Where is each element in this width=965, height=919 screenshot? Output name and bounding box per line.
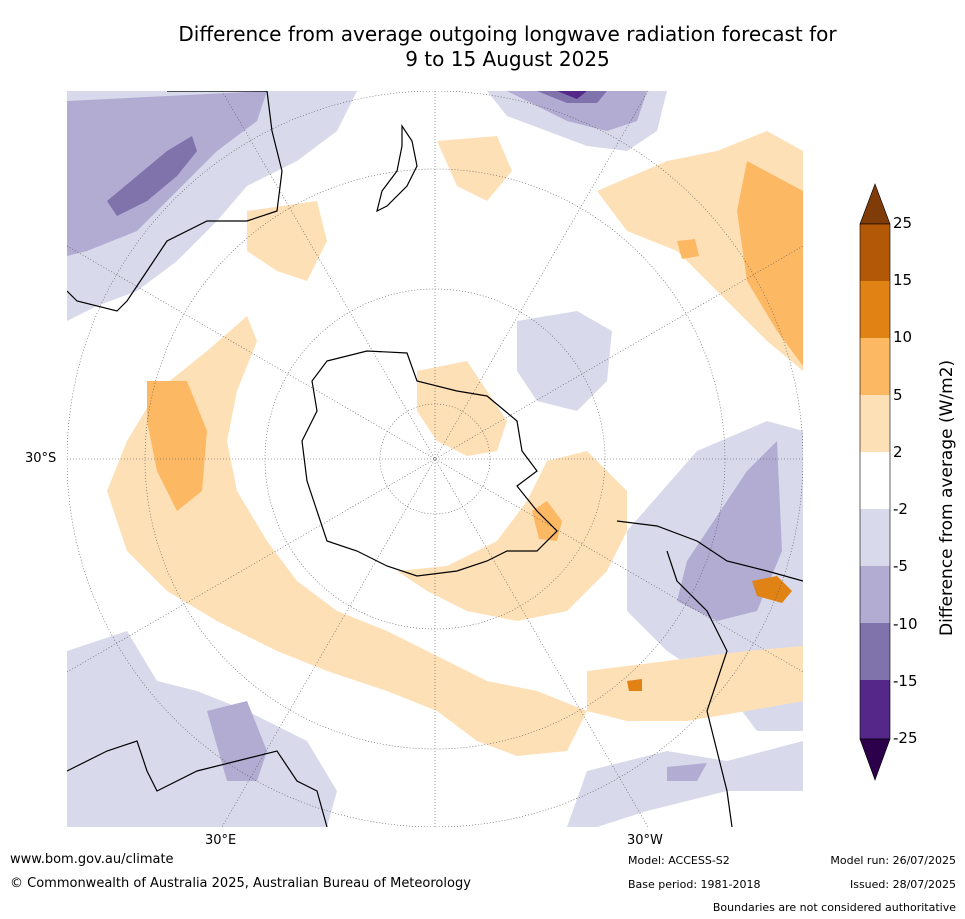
anomaly-area-pos-nw [247,201,327,281]
colorbar-tick-label: -5 [893,557,908,575]
base-period-text: Base period: 1981-2018 [628,878,761,891]
map-title-line-1: Difference from average outgoing longwav… [178,22,837,46]
colorbar-tick-label: -15 [893,672,918,690]
anomaly-area-neg-nw3 [107,136,197,216]
colorbar-tick-label: -10 [893,615,918,633]
anomaly-area-neg-sw [67,631,337,827]
colorbar-bin-neg10-neg5 [860,566,890,623]
colorbar [859,183,891,781]
anomaly-area-pos-s3 [627,679,642,691]
anomaly-area-pos-ring-3 [417,361,507,456]
colorbar-bin-2-5 [860,395,890,452]
coastline-antarctica [301,350,558,577]
model-run-text: Model run: 26/07/2025 [830,854,956,867]
coastline-africa [67,740,328,827]
colorbar-bin-15-25 [860,224,890,281]
coastlines [67,91,803,827]
coastline-south-america [616,520,803,827]
colorbar-tick-label: -2 [893,500,908,518]
anomaly-area-neg-n2 [507,91,647,131]
anomaly-area-neg-s [567,741,803,827]
colorbar-extend-bottom [859,738,891,781]
copyright-text: © Commonwealth of Australia 2025, Austra… [10,876,471,891]
colorbar-tick-label: 25 [893,214,913,232]
lon-label-30w: 30°W [627,833,663,848]
anomaly-area-neg-e [517,311,612,411]
colorbar-tick-label: -25 [893,729,918,747]
graticule [67,91,803,827]
lon-label-30e: 30°E [205,833,237,848]
colorbar-bin-10-15 [860,281,890,338]
coastline-australia [67,91,283,312]
disclaimer-text: Boundaries are not considered authoritat… [712,901,956,914]
model-text: Model: ACCESS-S2 [628,854,730,867]
colorbar-tick-label: 15 [893,271,913,289]
issued-text: Issued: 28/07/2025 [849,878,956,891]
anomaly-area-pos-ring [107,316,587,756]
map-title-line-2: 9 to 15 August 2025 [405,47,610,71]
colorbar-extend-top [859,183,891,225]
colorbar-bin-5-10 [860,338,890,395]
lat-label-30s: 30°S [25,451,57,466]
anomaly-area-pos-se [752,576,792,603]
colorbar-bin-neg25-neg15 [860,680,890,739]
colorbar-bin-neg2-2 [860,452,890,509]
colorbar-bin-neg5-neg2 [860,509,890,566]
negative-anomaly-areas [67,91,803,827]
anomaly-area-pos-ring-2 [397,451,627,621]
colorbar-bin-neg15-neg10 [860,623,890,680]
anomaly-area-neg-sw2 [207,701,267,781]
anomaly-area-neg-s2 [667,763,707,781]
anomaly-area-pos-s [587,646,803,721]
positive-anomaly-areas [107,131,803,756]
anomaly-area-pos-n [437,136,512,201]
colorbar-tick-label: 2 [893,443,903,461]
colorbar-tick-label: 5 [893,386,903,404]
anomaly-area-pos-ne2 [737,161,803,366]
coastline-new-zealand [376,124,418,213]
polar-map [67,91,803,827]
colorbar-frame [859,223,891,740]
anomaly-area-pos-w [147,381,207,511]
colorbar-tick-label: 10 [893,328,913,346]
colorbar-title: Difference from average (W/m2) [937,359,957,636]
anomaly-area-neg-n4 [557,91,587,99]
anomaly-area-neg-se2 [677,441,782,621]
website-link[interactable]: www.bom.gov.au/climate [10,852,174,867]
anomaly-area-pos-e2 [677,239,699,259]
